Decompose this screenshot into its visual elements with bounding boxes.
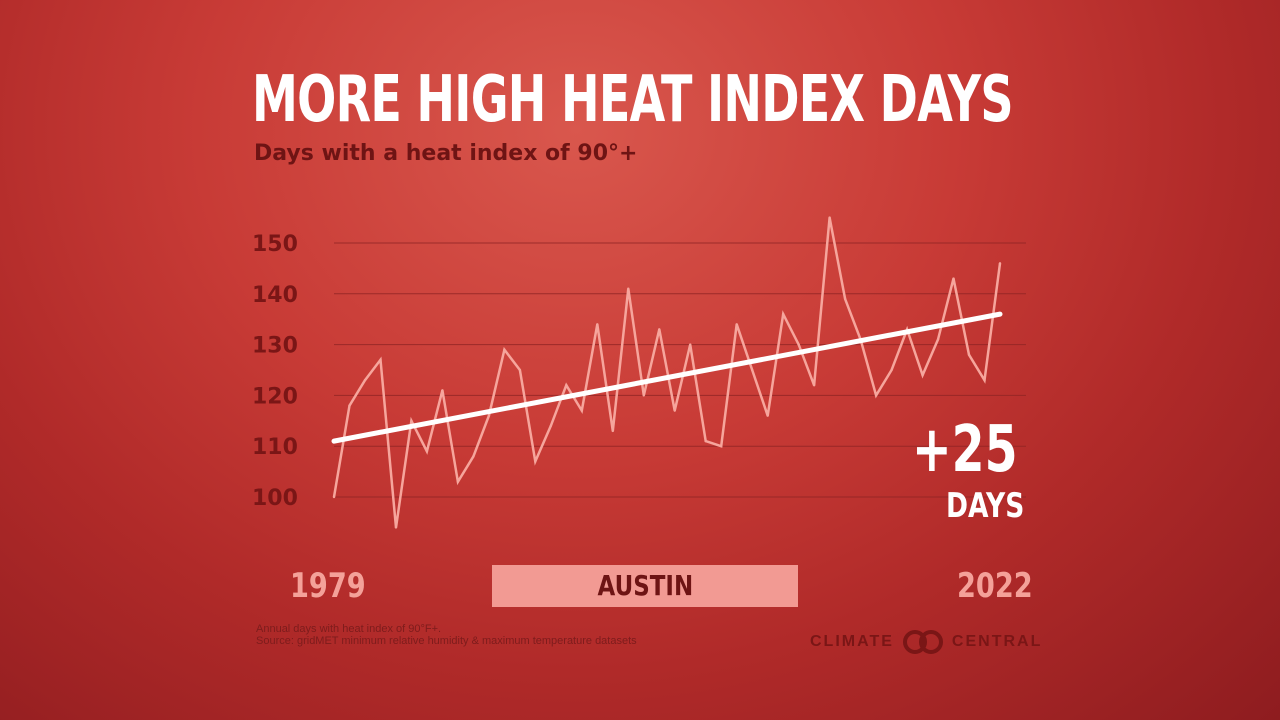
y-tick-label-130: 130 — [252, 334, 298, 359]
data-point-2014 — [874, 394, 878, 397]
series-layer — [332, 216, 1002, 529]
location-label: AUSTIN — [597, 569, 693, 602]
trend-line — [331, 311, 1003, 444]
data-point-2019 — [952, 277, 955, 280]
y-tick-label-100: 100 — [252, 486, 298, 511]
data-point-2017 — [921, 373, 924, 377]
y-tick-label-120: 120 — [252, 384, 298, 409]
location-label-box: AUSTIN — [492, 565, 798, 607]
data-point-2004 — [720, 445, 723, 448]
data-point-2001 — [673, 409, 676, 412]
data-point-1979 — [332, 495, 336, 499]
data-point-1992 — [534, 460, 537, 463]
data-point-1998 — [627, 287, 630, 290]
data-point-1991 — [518, 368, 522, 372]
grid-layer — [334, 242, 1026, 498]
data-point-1989 — [487, 414, 491, 417]
data-point-2015 — [890, 368, 893, 372]
data-point-2008 — [781, 312, 785, 316]
data-point-1996 — [596, 323, 599, 326]
x-tick-start-year: 1979 — [290, 566, 366, 606]
data-point-1982 — [379, 358, 382, 362]
data-point-1983 — [394, 526, 398, 529]
brand-name-right: CENTRAL — [951, 633, 1043, 650]
data-point-1980 — [348, 404, 351, 407]
x-tick-end-year: 2022 — [957, 566, 1033, 606]
data-point-2011 — [828, 216, 831, 219]
data-point-2020 — [967, 353, 971, 356]
data-point-2009 — [797, 343, 800, 346]
data-point-1995 — [580, 409, 584, 412]
data-point-2022 — [998, 262, 1002, 265]
data-point-1997 — [611, 429, 614, 433]
y-axis-ticks: 100 110 120 130 140 150 — [252, 232, 298, 511]
footnote-description: Annual days with heat index of 90°F+. — [256, 623, 442, 635]
data-point-1988 — [472, 455, 475, 458]
data-point-2005 — [735, 323, 738, 326]
data-point-1984 — [410, 419, 413, 422]
footnote-source: Source: gridMET minimum relative humidit… — [256, 635, 637, 647]
data-point-2002 — [689, 343, 692, 346]
chart-subtitle: Days with a heat index of 90°+ — [254, 141, 638, 166]
data-point-2006 — [750, 368, 754, 372]
data-point-1993 — [549, 424, 553, 428]
brand-logo: CLIMATE CENTRAL — [810, 628, 1042, 656]
data-point-2012 — [843, 297, 847, 301]
series-line-heat-index-days — [332, 217, 1002, 528]
data-point-2003 — [704, 439, 707, 443]
data-point-1987 — [456, 480, 460, 483]
y-tick-label-150: 150 — [252, 232, 298, 257]
y-tick-label-140: 140 — [252, 283, 298, 308]
data-point-1994 — [565, 384, 568, 387]
trend-layer — [331, 311, 1003, 444]
data-point-1981 — [363, 378, 367, 382]
data-point-1986 — [441, 389, 444, 392]
data-point-2010 — [812, 384, 816, 387]
climate-central-logo-icon — [902, 630, 943, 654]
data-point-1999 — [642, 394, 645, 397]
data-point-1985 — [425, 450, 429, 453]
brand-name-left: CLIMATE — [810, 633, 894, 650]
change-callout-unit: DAYS — [946, 486, 1025, 526]
change-callout-value: +25 — [912, 413, 1018, 487]
data-point-2000 — [658, 328, 661, 331]
data-point-2007 — [766, 414, 769, 417]
data-point-1990 — [503, 348, 506, 351]
data-point-2021 — [983, 378, 986, 382]
y-tick-label-110: 110 — [252, 435, 298, 460]
footnote: Annual days with heat index of 90°F+. So… — [256, 623, 637, 647]
data-point-2018 — [936, 338, 940, 341]
